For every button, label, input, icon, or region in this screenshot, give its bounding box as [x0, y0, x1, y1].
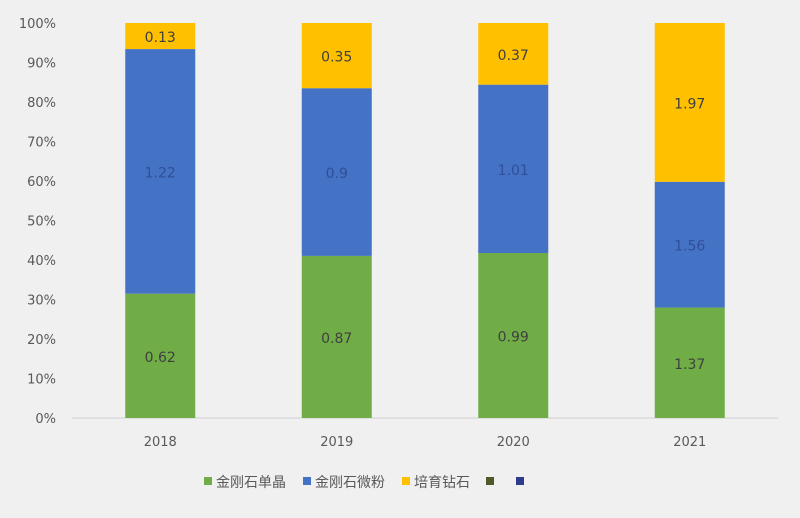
data-label: 0.62: [145, 350, 176, 366]
legend-swatch: [204, 477, 212, 485]
y-tick-label: 0%: [35, 412, 56, 427]
bar-segment: [478, 84, 549, 254]
data-label: 1.01: [498, 163, 529, 179]
bar-segment: [301, 23, 372, 89]
data-label: 1.37: [674, 357, 705, 373]
legend-swatch: [402, 477, 410, 485]
bar-segment: [654, 23, 725, 182]
bar-segment: [654, 307, 725, 418]
data-label: 1.56: [674, 239, 705, 255]
legend-label: 金刚石单晶: [216, 475, 286, 491]
y-tick-label: 70%: [27, 136, 56, 151]
legend-label: 金刚石微粉: [315, 475, 385, 491]
legend-swatch: [516, 477, 524, 485]
bar-segment: [301, 88, 372, 256]
y-tick-label: 40%: [27, 254, 56, 269]
x-tick-label: 2021: [673, 435, 706, 450]
data-label: 0.35: [321, 50, 352, 66]
data-label: 0.99: [498, 330, 529, 346]
y-tick-label: 100%: [19, 17, 56, 32]
bar-segment: [478, 253, 549, 418]
bar-segment: [478, 23, 549, 85]
x-tick-label: 2018: [144, 435, 177, 450]
data-label: 1.97: [674, 96, 705, 112]
x-tick-label: 2020: [497, 435, 530, 450]
data-label: 1.22: [145, 165, 176, 181]
y-tick-label: 60%: [27, 175, 56, 190]
y-tick-label: 10%: [27, 373, 56, 388]
data-label: 0.37: [498, 48, 529, 64]
bar-segment: [654, 181, 725, 308]
y-tick-label: 50%: [27, 215, 56, 230]
legend-swatch: [486, 477, 494, 485]
y-tick-label: 80%: [27, 96, 56, 111]
bar-segment: [125, 293, 196, 418]
legend-label: 培育钻石: [414, 475, 470, 491]
bar-segment: [301, 255, 372, 418]
x-tick-label: 2019: [320, 435, 353, 450]
data-label: 0.87: [321, 331, 352, 347]
legend-swatch: [303, 477, 311, 485]
data-label: 0.9: [326, 166, 348, 182]
bar-segment: [125, 49, 196, 294]
y-tick-label: 20%: [27, 333, 56, 348]
y-tick-label: 30%: [27, 294, 56, 309]
y-tick-label: 90%: [27, 57, 56, 72]
data-label: 0.13: [145, 30, 176, 46]
bar-segment: [125, 23, 196, 50]
